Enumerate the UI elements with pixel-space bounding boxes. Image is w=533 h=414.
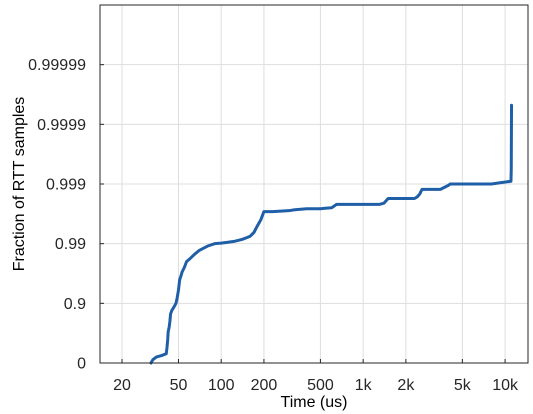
y-tick-label: 0.99 (55, 236, 86, 253)
x-tick-label: 1k (355, 377, 373, 394)
x-axis-label: Time (us) (281, 394, 348, 411)
y-tick-label: 0.999 (46, 177, 86, 194)
series-layer (149, 103, 514, 365)
x-tick-label: 100 (208, 377, 235, 394)
y-axis-label: Fraction of RTT samples (11, 97, 28, 272)
series-line (149, 103, 514, 365)
plot-frame (99, 4, 529, 364)
y-tick-label: 0.99999 (28, 57, 86, 74)
x-tick-label: 500 (307, 377, 334, 394)
x-tick-label: 10k (492, 377, 519, 394)
y-tick-labels: 0 0.9 0.99 0.999 0.9999 0.99999 (28, 57, 86, 372)
y-tick-label: 0.9999 (37, 117, 86, 134)
x-tick-label: 5k (454, 377, 472, 394)
x-tick-label: 20 (113, 377, 131, 394)
x-tick-label: 200 (251, 377, 278, 394)
y-tick-label: 0 (77, 356, 86, 373)
x-tick-labels: 20 50 100 200 500 1k 2k 5k 10k (113, 377, 519, 394)
x-tick-label: 50 (170, 377, 188, 394)
x-tick-label: 2k (397, 377, 415, 394)
y-tick-label: 0.9 (64, 296, 86, 313)
